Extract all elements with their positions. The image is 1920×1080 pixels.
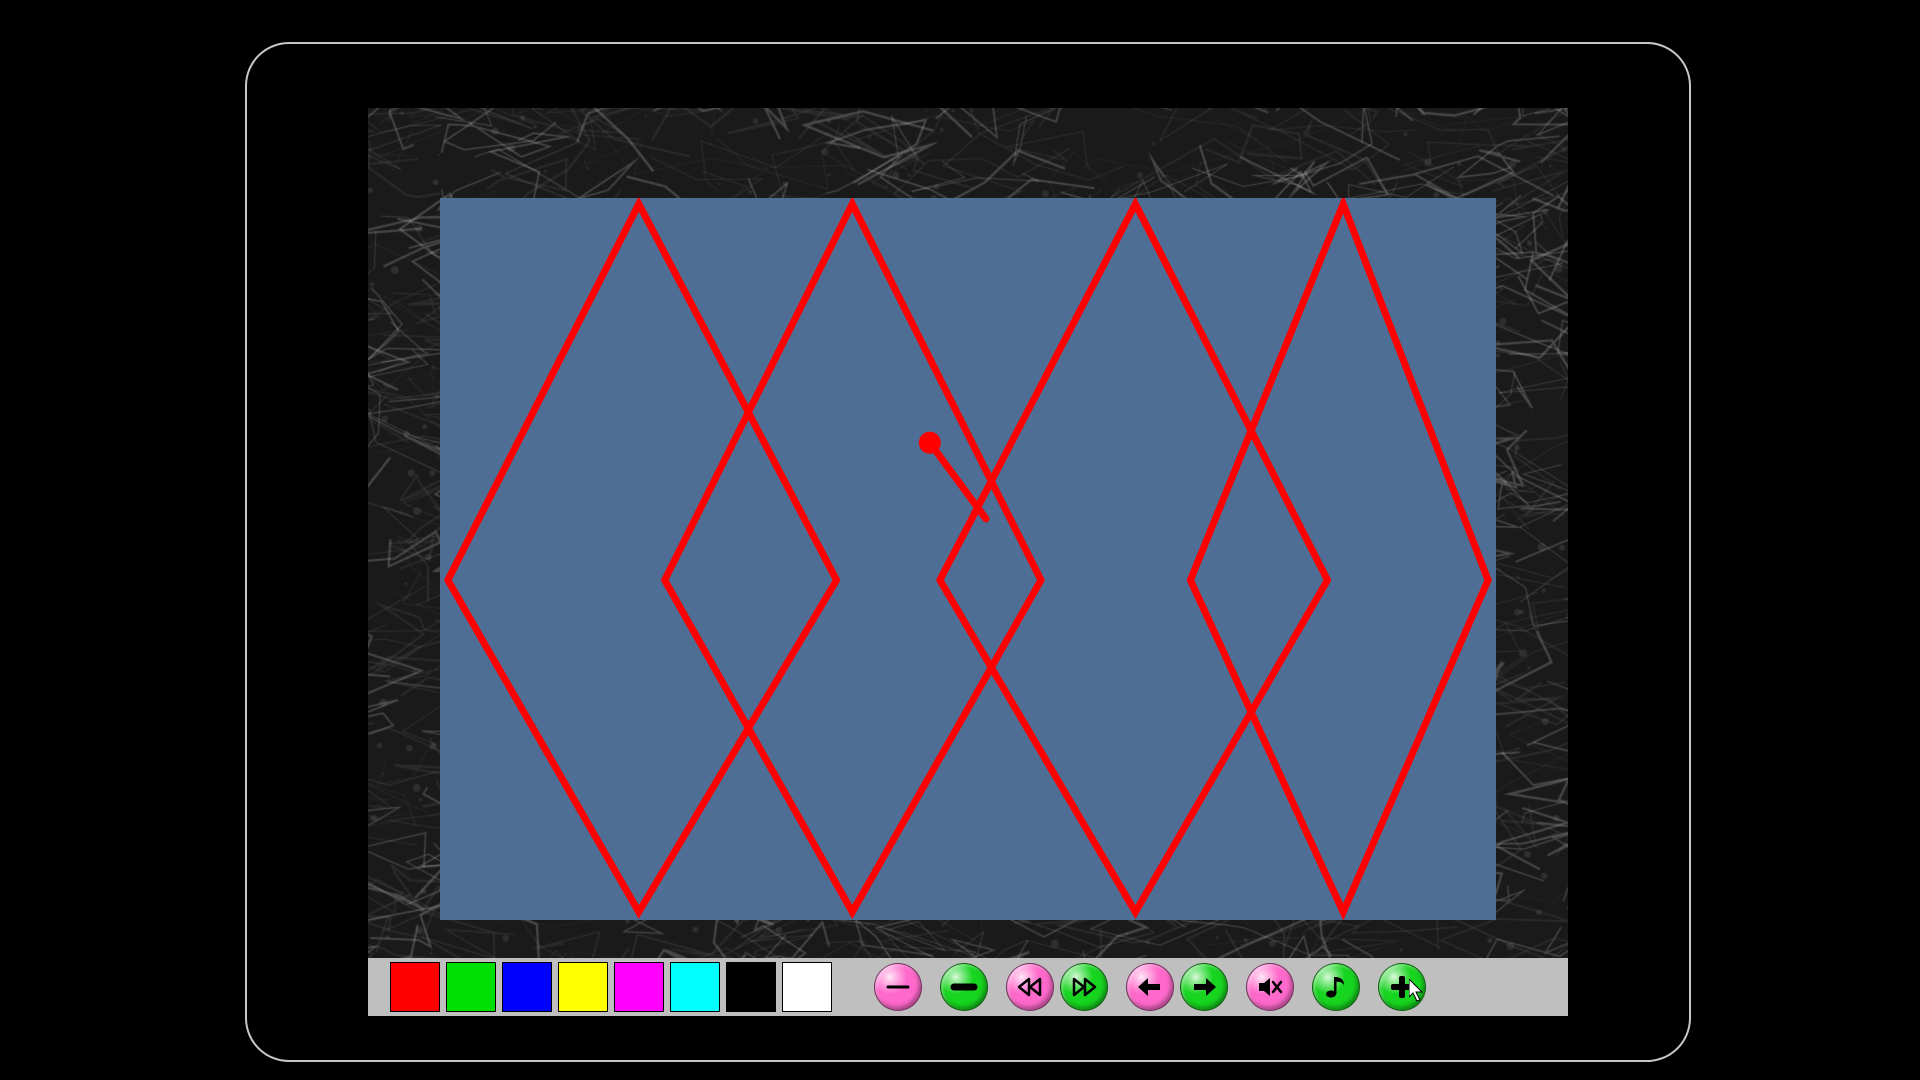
music-button[interactable] xyxy=(1312,963,1360,1011)
plus-icon xyxy=(1388,973,1416,1001)
color-swatch-blue[interactable] xyxy=(502,962,552,1012)
color-swatch-green[interactable] xyxy=(446,962,496,1012)
minus-thick-icon xyxy=(950,973,978,1001)
color-swatch-red[interactable] xyxy=(390,962,440,1012)
color-swatch-black[interactable] xyxy=(726,962,776,1012)
color-swatch-cyan[interactable] xyxy=(670,962,720,1012)
fast-forward-icon xyxy=(1070,973,1098,1001)
mute-button[interactable] xyxy=(1246,963,1294,1011)
color-swatch-magenta[interactable] xyxy=(614,962,664,1012)
line-thin-button[interactable] xyxy=(874,963,922,1011)
drawing-canvas[interactable] xyxy=(440,198,1496,920)
color-swatch-white[interactable] xyxy=(782,962,832,1012)
arrow-right-icon xyxy=(1190,973,1218,1001)
minus-thin-icon xyxy=(884,973,912,1001)
rewind-button[interactable] xyxy=(1006,963,1054,1011)
line-thick-button[interactable] xyxy=(940,963,988,1011)
toolbar xyxy=(368,958,1568,1016)
add-button[interactable] xyxy=(1378,963,1426,1011)
prev-button[interactable] xyxy=(1126,963,1174,1011)
stage xyxy=(0,0,1920,1080)
speaker-mute-icon xyxy=(1256,973,1284,1001)
arrow-left-icon xyxy=(1136,973,1164,1001)
rewind-icon xyxy=(1016,973,1044,1001)
fast-forward-button[interactable] xyxy=(1060,963,1108,1011)
color-swatch-yellow[interactable] xyxy=(558,962,608,1012)
next-button[interactable] xyxy=(1180,963,1228,1011)
music-note-icon xyxy=(1322,973,1350,1001)
